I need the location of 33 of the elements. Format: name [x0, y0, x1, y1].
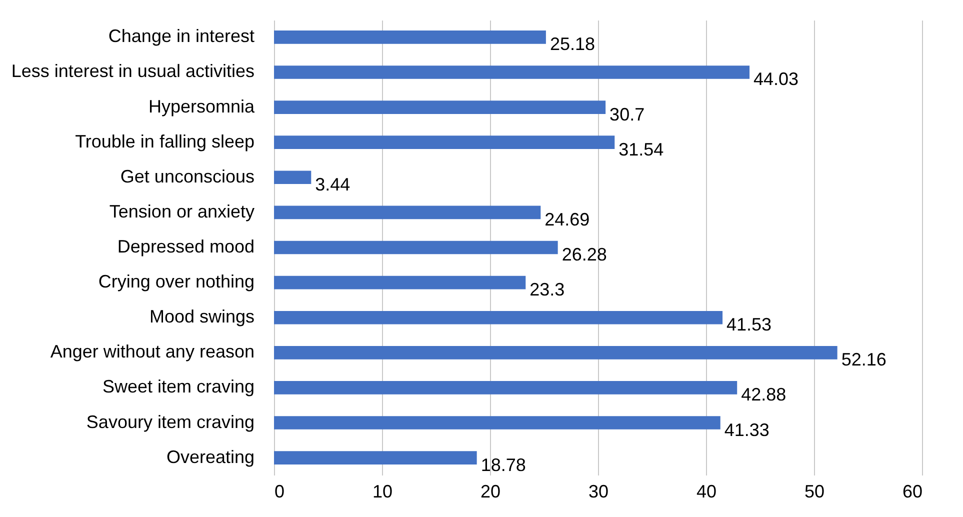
x-tick-label: 60	[902, 482, 922, 502]
y-tick-label: Sweet item craving	[102, 376, 254, 397]
y-tick-label: Depressed mood	[117, 236, 254, 256]
x-tick-label: 30	[588, 482, 609, 502]
data-label: 3.44	[315, 174, 350, 194]
data-label: 31.54	[618, 139, 664, 160]
y-tick-label: Anger without any reason	[50, 342, 254, 362]
data-label: 52.16	[841, 350, 886, 370]
data-label: 23.3	[530, 280, 565, 300]
y-tick-label: Change in interest	[108, 26, 254, 46]
data-label: 44.03	[754, 69, 799, 90]
y-tick-label: Less interest in usual activities	[11, 61, 254, 82]
y-tick-label: Trouble in falling sleep	[75, 131, 254, 152]
y-tick-label: Get unconscious	[120, 166, 254, 186]
data-label: 25.18	[550, 34, 595, 54]
data-label: 30.7	[610, 104, 645, 124]
x-tick-label: 40	[696, 482, 717, 502]
x-tick-label: 0	[274, 482, 285, 502]
data-label: 18.78	[480, 454, 526, 475]
y-tick-label: Overeating	[166, 446, 254, 467]
data-label: 24.69	[544, 209, 590, 230]
y-tick-label: Tension or anxiety	[109, 201, 254, 222]
data-label: 41.33	[724, 420, 770, 440]
data-label: 26.28	[562, 244, 607, 264]
data-label: 42.88	[741, 384, 786, 405]
data-label: 41.53	[726, 314, 772, 335]
y-tick-label: Savoury item craving	[86, 412, 254, 432]
y-tick-label: Mood swings	[149, 306, 254, 327]
x-tick-label: 10	[372, 482, 393, 502]
y-tick-label: Crying over nothing	[98, 272, 254, 292]
y-tick-label: Hypersomnia	[148, 96, 256, 116]
x-tick-label: 20	[480, 482, 501, 502]
x-tick-label: 50	[804, 482, 825, 502]
